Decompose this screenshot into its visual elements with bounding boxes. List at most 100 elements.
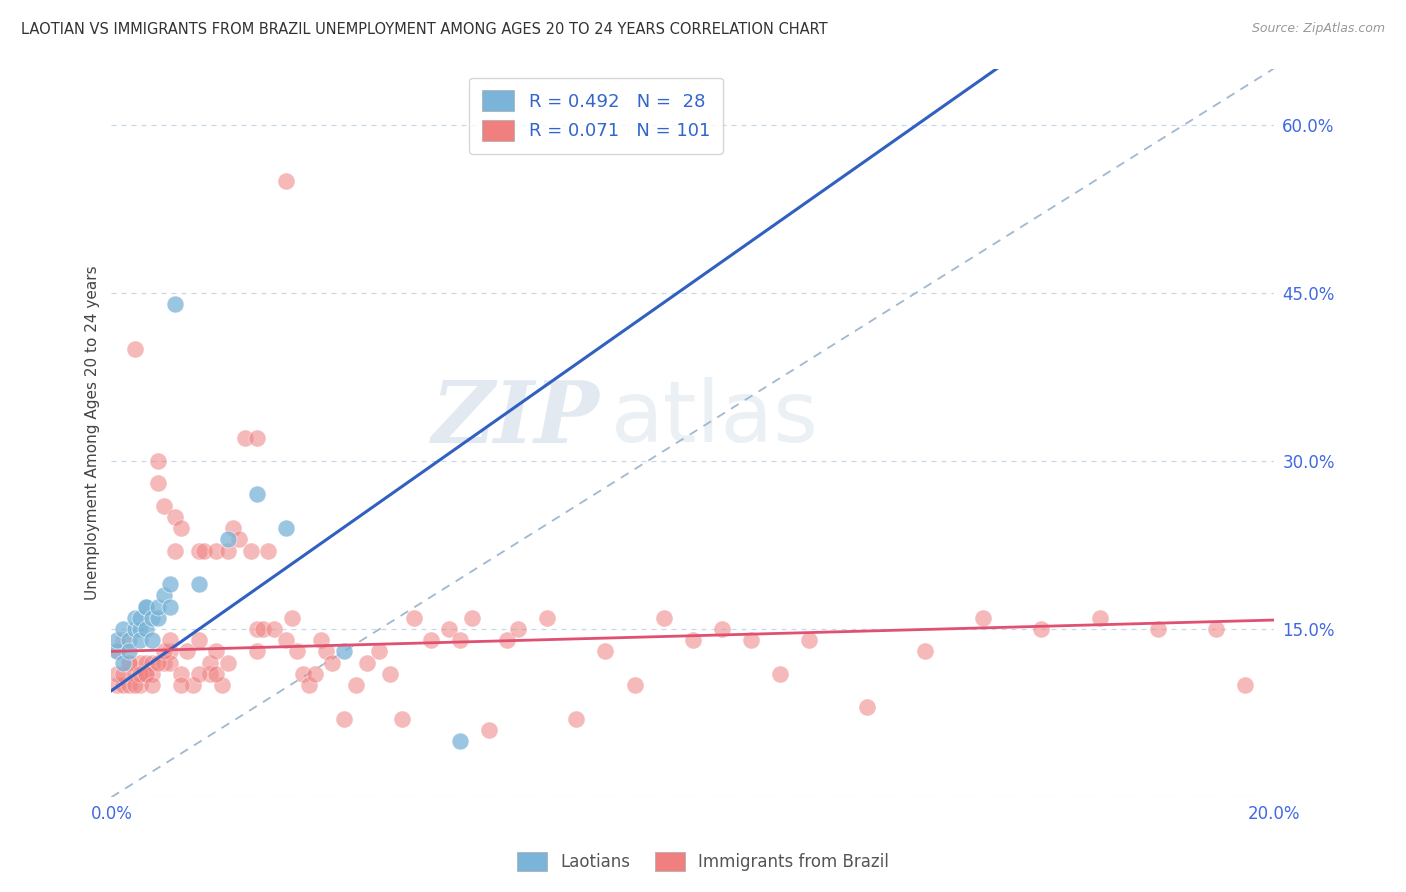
Point: [420, 633, 443, 648]
Point: [205, 666, 228, 681]
Point: [449, 633, 471, 648]
Point: [205, 543, 228, 558]
Point: [914, 644, 936, 658]
Point: [1146, 622, 1168, 636]
Point: [118, 656, 141, 670]
Point: [135, 666, 157, 681]
Point: [769, 666, 792, 681]
Point: [165, 543, 187, 558]
Legend: Laotians, Immigrants from Brazil: Laotians, Immigrants from Brazil: [509, 843, 897, 880]
Point: [135, 599, 157, 614]
Point: [449, 734, 471, 748]
Point: [797, 633, 820, 648]
Text: atlas: atlas: [612, 376, 820, 459]
Point: [118, 633, 141, 648]
Text: LAOTIAN VS IMMIGRANTS FROM BRAZIL UNEMPLOYMENT AMONG AGES 20 TO 24 YEARS CORRELA: LAOTIAN VS IMMIGRANTS FROM BRAZIL UNEMPL…: [21, 22, 828, 37]
Point: [105, 678, 128, 692]
Point: [146, 656, 169, 670]
Point: [105, 644, 128, 658]
Legend: R = 0.492   N =  28, R = 0.071   N = 101: R = 0.492 N = 28, R = 0.071 N = 101: [470, 78, 723, 153]
Point: [159, 633, 181, 648]
Point: [159, 577, 181, 591]
Point: [112, 633, 135, 648]
Point: [1031, 622, 1053, 636]
Point: [141, 666, 163, 681]
Point: [233, 432, 256, 446]
Point: [304, 666, 326, 681]
Point: [856, 700, 879, 714]
Point: [367, 644, 389, 658]
Text: Source: ZipAtlas.com: Source: ZipAtlas.com: [1251, 22, 1385, 36]
Point: [112, 678, 135, 692]
Point: [124, 678, 146, 692]
Point: [105, 644, 128, 658]
Point: [461, 611, 484, 625]
Point: [246, 432, 269, 446]
Point: [217, 533, 239, 547]
Point: [124, 622, 146, 636]
Point: [129, 678, 152, 692]
Point: [287, 644, 309, 658]
Point: [280, 611, 302, 625]
Point: [222, 521, 245, 535]
Point: [135, 656, 157, 670]
Point: [187, 543, 209, 558]
Point: [129, 611, 152, 625]
Point: [740, 633, 762, 648]
Point: [146, 611, 169, 625]
Point: [246, 487, 269, 501]
Point: [129, 622, 152, 636]
Point: [187, 577, 209, 591]
Point: [246, 644, 269, 658]
Point: [682, 633, 704, 648]
Point: [159, 644, 181, 658]
Point: [391, 712, 413, 726]
Point: [298, 678, 321, 692]
Point: [344, 678, 367, 692]
Point: [170, 666, 193, 681]
Point: [165, 297, 187, 311]
Point: [112, 666, 135, 681]
Point: [652, 611, 675, 625]
Point: [508, 622, 530, 636]
Point: [170, 678, 193, 692]
Point: [152, 644, 174, 658]
Point: [146, 454, 169, 468]
Point: [124, 342, 146, 356]
Point: [118, 644, 141, 658]
Point: [1205, 622, 1227, 636]
Point: [105, 633, 128, 648]
Point: [565, 712, 588, 726]
Point: [321, 656, 343, 670]
Point: [141, 656, 163, 670]
Point: [309, 633, 332, 648]
Point: [205, 644, 228, 658]
Point: [217, 656, 239, 670]
Y-axis label: Unemployment Among Ages 20 to 24 years: Unemployment Among Ages 20 to 24 years: [86, 266, 100, 600]
Point: [972, 611, 994, 625]
Point: [200, 656, 222, 670]
Point: [141, 633, 163, 648]
Point: [274, 521, 297, 535]
Point: [112, 656, 135, 670]
Point: [292, 666, 315, 681]
Point: [105, 666, 128, 681]
Point: [146, 476, 169, 491]
Point: [211, 678, 233, 692]
Point: [141, 611, 163, 625]
Point: [159, 599, 181, 614]
Point: [274, 633, 297, 648]
Point: [356, 656, 378, 670]
Point: [333, 644, 356, 658]
Point: [141, 678, 163, 692]
Point: [124, 611, 146, 625]
Point: [200, 666, 222, 681]
Point: [129, 666, 152, 681]
Point: [152, 588, 174, 602]
Point: [1233, 678, 1256, 692]
Point: [152, 656, 174, 670]
Point: [129, 633, 152, 648]
Point: [315, 644, 337, 658]
Point: [146, 599, 169, 614]
Point: [124, 666, 146, 681]
